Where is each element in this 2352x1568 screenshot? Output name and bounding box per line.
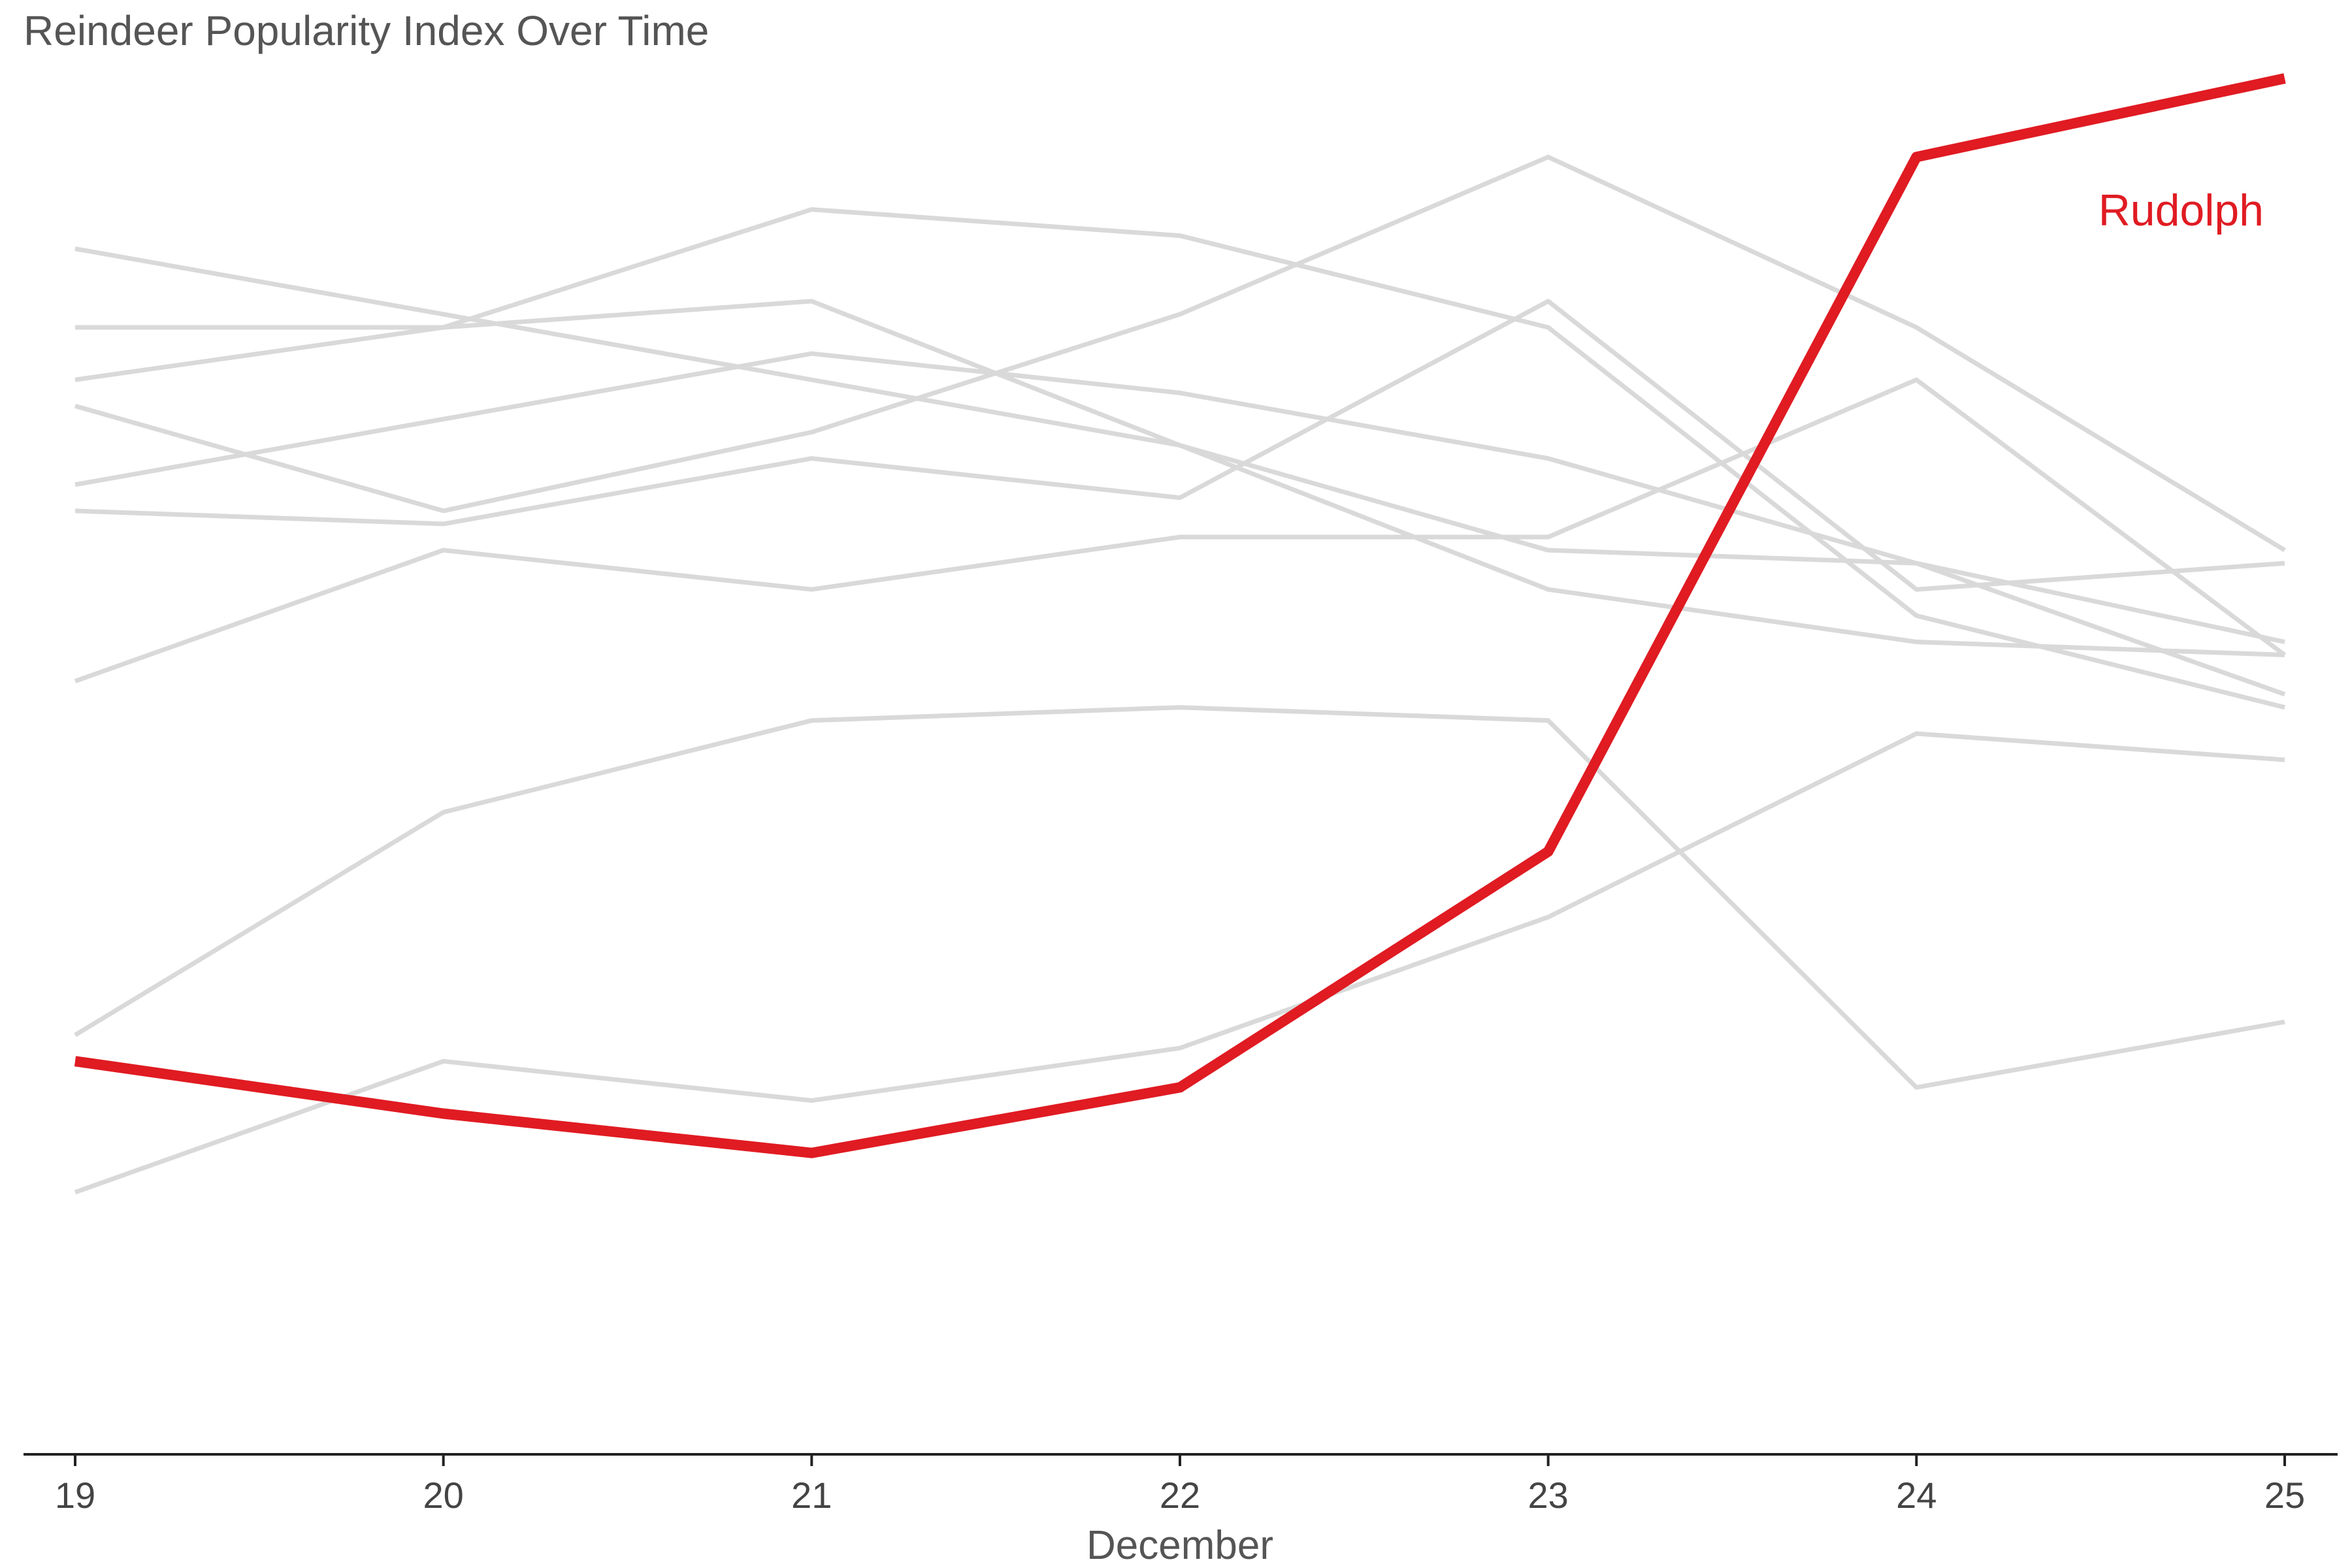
series-line-5 [74,299,2285,657]
x-axis: 19 20 21 22 23 24 25 December [24,1453,2338,1568]
x-tick-label: 22 [1160,1475,1200,1516]
x-tick-label: 21 [791,1475,832,1516]
series-line-6 [74,351,2285,644]
series-lines [74,73,2287,1195]
series-labels: Rudolph [2099,186,2264,235]
series-line-9 [74,731,2285,1195]
x-tick-label: 24 [1896,1475,1936,1516]
x-tick-label: 19 [55,1475,95,1516]
x-tick-label: 25 [2264,1475,2305,1516]
series-line-7 [74,705,2285,1090]
x-axis-title: December [1086,1523,1273,1568]
x-tick-label: 23 [1528,1475,1569,1516]
series-label-rudolph: Rudolph [2099,186,2264,235]
series-line-4 [75,207,2285,710]
series-line-rudolph [74,73,2286,1158]
series-line-2 [74,299,2285,592]
x-tick-label: 20 [423,1475,464,1516]
chart-title: Reindeer Popularity Index Over Time [24,7,710,54]
series-line-8 [74,154,2286,553]
series-line-3 [74,377,2287,683]
